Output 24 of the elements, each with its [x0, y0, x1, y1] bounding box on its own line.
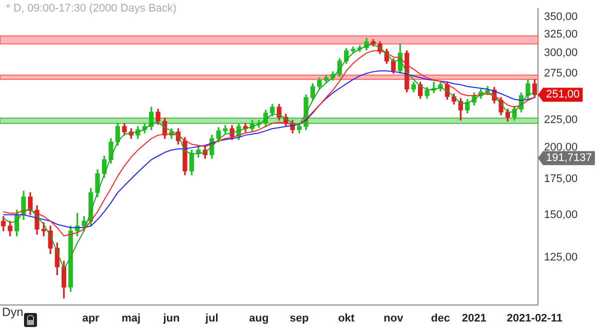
- y-tick-label: 350,00: [544, 11, 578, 24]
- text: 191,7137: [546, 152, 592, 164]
- x-tick-label: okt: [338, 312, 355, 324]
- y-tick-label: 300,00: [544, 47, 578, 60]
- y-tick-label: 275,00: [544, 67, 578, 80]
- x-tick-label: maj: [122, 312, 141, 324]
- x-tick-label: 2021: [462, 312, 486, 324]
- annotation: Dyn: [2, 305, 24, 320]
- x-tick-label: jun: [162, 312, 180, 324]
- y-tick-label: 175,00: [544, 172, 578, 185]
- x-tick-label: jul: [204, 312, 218, 324]
- y-tick-label: 150,00: [544, 208, 578, 221]
- x-tick-label: nov: [384, 312, 404, 324]
- y-tick-label: 225,00: [544, 114, 578, 126]
- x-tick-label: aug: [249, 312, 269, 324]
- chart-title: * D, 09:00-17:30 (2000 Days Back): [6, 2, 177, 15]
- x-tick-label: dec: [431, 312, 450, 324]
- y-tick-label: 200,00: [544, 142, 578, 154]
- x-tick-label: sep: [290, 312, 310, 324]
- annotation: 251,00: [546, 88, 580, 101]
- x-tick-label: 2021-02-11: [506, 312, 562, 324]
- y-tick-label: 325,00: [544, 28, 578, 40]
- x-tick-label: apr: [82, 312, 100, 324]
- y-tick-label: 125,00: [544, 251, 578, 264]
